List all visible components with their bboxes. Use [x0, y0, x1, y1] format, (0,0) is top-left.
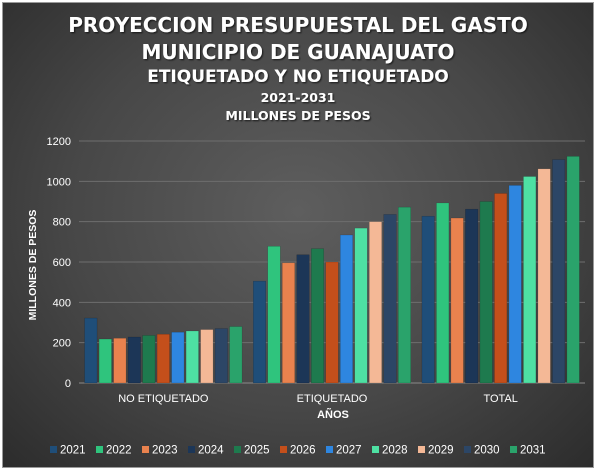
chart-title-line-4: 2021-2031 [261, 90, 336, 105]
bar-2021-etiquetado [253, 280, 266, 384]
legend-label-2024: 2024 [198, 445, 224, 457]
bar-2024-etiquetado [296, 254, 310, 384]
y-tick-labels: 0 200 400 600 800 1000 1200 [47, 136, 71, 390]
legend-label-2027: 2027 [336, 445, 362, 457]
y-tick-label: 600 [53, 257, 71, 269]
bar-2022-no-etiquetado [98, 338, 112, 384]
chart-title-line-3: ETIQUETADO Y NO ETIQUETADO [147, 67, 449, 87]
bar-2026-total [494, 193, 508, 384]
legend-swatch-2024 [188, 446, 195, 453]
chart-frame: PROYECCION PRESUPUESTAL DEL GASTO MUNICI… [2, 2, 594, 468]
bar-2026-etiquetado [325, 261, 339, 384]
y-tick-label: 1000 [47, 176, 71, 188]
bar-2028-total [523, 176, 537, 384]
chart-svg: PROYECCION PRESUPUESTAL DEL GASTO MUNICI… [27, 13, 585, 457]
bar-2024-no-etiquetado [127, 336, 141, 384]
bar-2022-total [436, 202, 450, 384]
bar-2031-total [566, 156, 580, 384]
bar-2022-etiquetado [267, 246, 281, 384]
legend-label-2026: 2026 [290, 445, 316, 457]
bar-2025-total [479, 201, 493, 384]
bar-2023-no-etiquetado [113, 337, 127, 384]
legend-swatch-2026 [280, 446, 287, 453]
bar-2029-total [537, 168, 551, 384]
bar-2025-no-etiquetado [142, 335, 156, 384]
bars [84, 156, 580, 384]
x-axis-label: AÑOS [317, 408, 349, 421]
legend-label-2031: 2031 [520, 445, 546, 457]
bar-2031-etiquetado [398, 206, 411, 384]
bar-2026-no-etiquetado [156, 333, 170, 384]
x-tick-label: ETIQUETADO [297, 393, 368, 405]
x-tick-label: NO ETIQUETADO [118, 393, 209, 405]
bar-2029-no-etiquetado [200, 329, 214, 384]
bar-2024-total [465, 208, 479, 384]
legend-swatch-2025 [234, 446, 241, 453]
y-tick-label: 0 [65, 378, 71, 390]
y-tick-label: 400 [53, 297, 71, 309]
y-tick-label: 1200 [47, 136, 71, 148]
legend-label-2025: 2025 [244, 445, 270, 457]
bar-2031-no-etiquetado [229, 326, 243, 384]
legend-swatch-2030 [464, 446, 471, 453]
y-tick-label: 200 [53, 338, 71, 350]
bar-2030-total [552, 159, 566, 384]
bar-2027-etiquetado [340, 234, 353, 384]
legend-swatch-2027 [326, 446, 333, 453]
legend-swatch-2022 [96, 446, 103, 453]
legend-swatch-2023 [142, 446, 149, 453]
bar-2029-etiquetado [369, 221, 382, 384]
legend-label-2021: 2021 [60, 445, 86, 457]
bar-2023-total [450, 217, 464, 384]
bar-2021-no-etiquetado [84, 317, 98, 384]
legend-label-2022: 2022 [106, 445, 132, 457]
legend-label-2023: 2023 [152, 445, 178, 457]
bar-2030-etiquetado [383, 214, 397, 384]
legend-swatch-2029 [418, 446, 425, 453]
chart-title-line-2: MUNICIPIO DE GUANAJUATO [141, 40, 454, 64]
y-axis-label: MILLONES DE PESOS [27, 210, 39, 321]
legend-swatch-2021 [50, 446, 57, 453]
bar-2023-etiquetado [282, 262, 295, 384]
bar-2028-no-etiquetado [185, 330, 199, 384]
legend: 2021 2022 2023 2024 2025 2026 2027 2028 2029 2030… [50, 445, 546, 457]
legend-swatch-2031 [510, 446, 517, 453]
bar-2025-etiquetado [311, 248, 324, 384]
bar-2028-etiquetado [354, 227, 368, 384]
x-tick-labels: NO ETIQUETADO ETIQUETADO TOTAL [118, 393, 518, 405]
legend-label-2029: 2029 [428, 445, 454, 457]
legend-label-2028: 2028 [382, 445, 408, 457]
bar-2021-total [421, 215, 435, 384]
bar-2027-no-etiquetado [171, 331, 185, 384]
legend-swatch-2028 [372, 446, 379, 453]
bar-2027-total [508, 185, 522, 384]
x-tick-label: TOTAL [483, 393, 517, 405]
chart-title-line-1: PROYECCION PRESUPUESTAL DEL GASTO [68, 13, 528, 37]
legend-label-2030: 2030 [474, 445, 500, 457]
chart-title-line-5: MILLONES DE PESOS [225, 108, 370, 123]
bar-2030-no-etiquetado [214, 328, 228, 384]
y-tick-label: 800 [53, 217, 71, 229]
